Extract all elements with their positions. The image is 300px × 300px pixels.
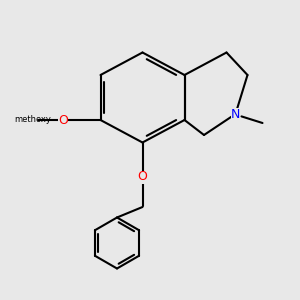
- Text: methoxy: methoxy: [15, 116, 51, 124]
- Text: O: O: [58, 113, 68, 127]
- Text: N: N: [231, 107, 240, 121]
- Text: O: O: [138, 170, 147, 184]
